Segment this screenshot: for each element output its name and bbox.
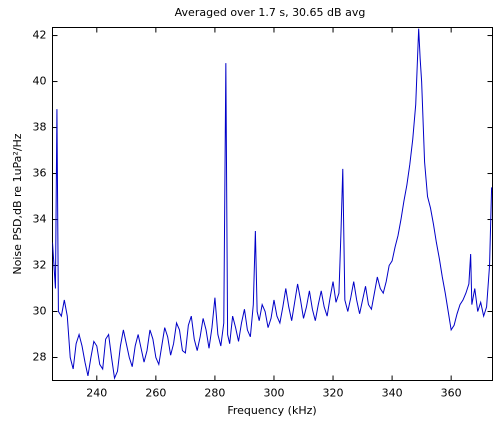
data-line [52, 28, 493, 381]
y-tick-label: 28 [33, 351, 47, 364]
y-tick-label: 38 [33, 121, 47, 134]
x-tick-label: 340 [382, 387, 403, 400]
y-tick-label: 30 [33, 305, 47, 318]
x-axis-label: Frequency (kHz) [227, 404, 316, 417]
x-tick-label: 360 [441, 387, 462, 400]
chart-title: Averaged over 1.7 s, 30.65 dB avg [175, 6, 366, 19]
y-tick-label: 36 [33, 167, 47, 180]
x-tick-label: 260 [145, 387, 166, 400]
x-tick-label: 280 [204, 387, 225, 400]
y-axis-label: Noise PSD,dB re 1uPa²/Hz [11, 133, 24, 274]
y-tick-label: 42 [33, 29, 47, 42]
x-tick-label: 320 [323, 387, 344, 400]
y-tick-label: 34 [33, 213, 47, 226]
y-tick-label: 40 [33, 75, 47, 88]
x-tick-label: 240 [86, 387, 107, 400]
y-tick-label: 32 [33, 259, 47, 272]
x-tick-label: 300 [263, 387, 284, 400]
